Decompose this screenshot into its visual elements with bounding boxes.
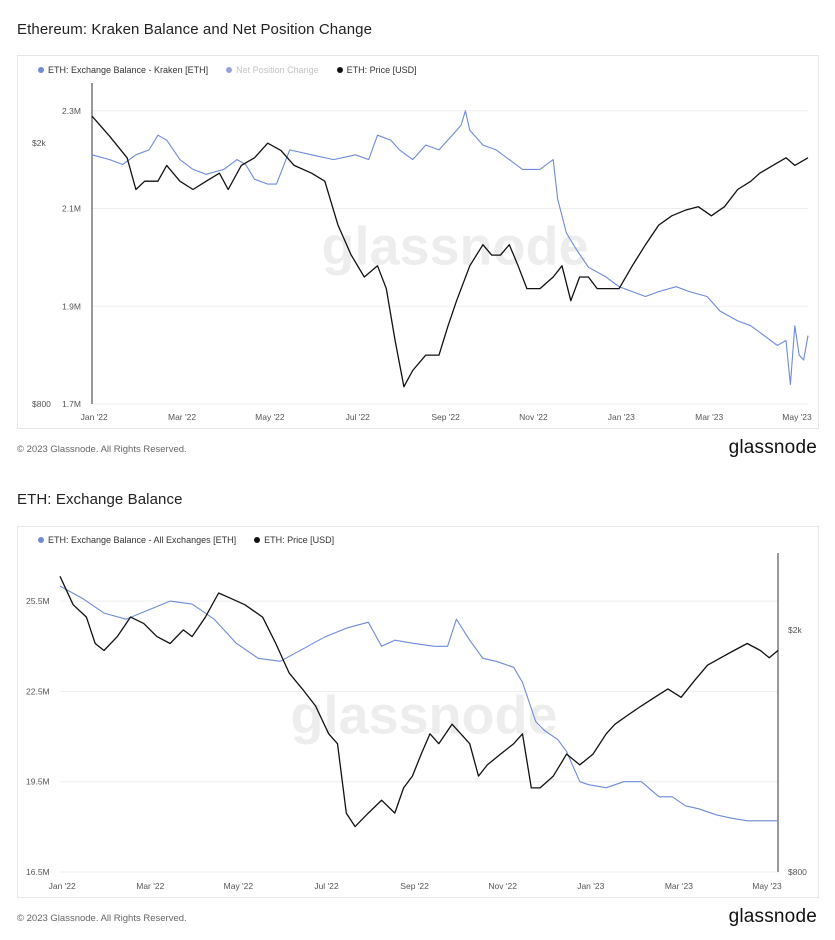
balance-series-line	[91, 110, 809, 386]
x-axis-tick-label: Jan '23	[608, 412, 635, 422]
x-axis-tick-label: Mar '22	[168, 412, 196, 422]
x-axis-tick-label: Nov '22	[519, 412, 548, 422]
x-axis-tick-label: Jan '23	[577, 881, 604, 891]
x-axis-tick-label: Jul '22	[314, 881, 339, 891]
legend-item-all-exchanges-balance[interactable]: ETH: Exchange Balance - All Exchanges [E…	[38, 535, 236, 545]
watermark: glassnode	[321, 217, 588, 277]
chart-2-plot: glassnode 25.5M 22.5M 19.5M 16.5M $2k $800 Jan …	[26, 553, 807, 891]
x-axis-tick-label: May '22	[255, 412, 285, 422]
left-axis-tick-label: 2.1M	[62, 204, 81, 214]
x-axis-tick-label: Mar '23	[665, 881, 693, 891]
x-axis-tick-label: May '23	[752, 881, 782, 891]
copyright-text-2: © 2023 Glassnode. All Rights Reserved.	[17, 913, 187, 924]
legend-item-kraken-balance[interactable]: ETH: Exchange Balance - Kraken [ETH]	[38, 65, 208, 75]
chart-2-legend: ETH: Exchange Balance - All Exchanges [E…	[38, 535, 334, 545]
price-axis-tick-label: $2k	[32, 138, 46, 148]
watermark: glassnode	[290, 686, 557, 746]
legend-dot-icon	[336, 67, 343, 73]
legend-label: ETH: Exchange Balance - All Exchanges [E…	[48, 535, 237, 545]
legend-item-eth-price[interactable]: ETH: Price [USD]	[254, 535, 334, 545]
chart-2-panel: ETH: Exchange Balance - All Exchanges [E…	[17, 526, 819, 898]
legend-label: ETH: Price [USD]	[346, 65, 417, 75]
price-series-line	[59, 576, 779, 828]
legend-dot-icon	[226, 67, 233, 73]
price-axis-tick-label: $2k	[788, 625, 802, 635]
left-axis-tick-label: 2.3M	[62, 106, 81, 116]
legend-dot-icon	[38, 537, 44, 543]
x-axis-tick-label: Sep '22	[400, 881, 429, 891]
left-axis-tick-label: 25.5M	[26, 596, 50, 606]
left-axis-tick-label: 19.5M	[26, 777, 50, 787]
x-axis-tick-label: Mar '23	[695, 412, 723, 422]
legend-item-eth-price[interactable]: ETH: Price [USD]	[336, 65, 417, 75]
left-axis-tick-label: 1.7M	[62, 399, 81, 409]
glassnode-logo-1: glassnode	[728, 437, 817, 458]
chart-1-panel: ETH: Exchange Balance - Kraken [ETH] Net…	[17, 55, 819, 429]
legend-item-net-position-change[interactable]: Net Position Change	[226, 65, 319, 75]
price-series-line	[91, 115, 809, 388]
legend-dot-icon	[38, 67, 44, 73]
legend-label: Net Position Change	[236, 65, 319, 75]
x-axis-tick-label: May '22	[224, 881, 254, 891]
legend-label: ETH: Price [USD]	[264, 535, 335, 545]
x-axis-tick-label: Jan '22	[49, 881, 76, 891]
balance-series-line	[59, 585, 778, 822]
x-axis-tick-label: May '23	[782, 412, 812, 422]
left-axis-tick-label: 16.5M	[26, 867, 50, 877]
left-axis-tick-label: 1.9M	[62, 301, 81, 311]
legend-dot-icon	[254, 537, 261, 543]
x-axis-tick-label: Jan '22	[81, 412, 108, 422]
x-axis-tick-label: Sep '22	[431, 412, 460, 422]
chart-2-title: ETH: Exchange Balance	[17, 491, 183, 508]
chart-1-legend: ETH: Exchange Balance - Kraken [ETH] Net…	[38, 65, 417, 75]
chart-1-title: Ethereum: Kraken Balance and Net Positio…	[17, 21, 373, 38]
price-axis-tick-label: $800	[32, 399, 51, 409]
legend-label: ETH: Exchange Balance - Kraken [ETH]	[48, 65, 209, 75]
x-axis-tick-label: Nov '22	[488, 881, 517, 891]
chart-1-plot: glassnode 2.3M 2.1M 1.9M 1.7M $2k $800 Jan '22 M…	[32, 83, 812, 422]
glassnode-logo-2: glassnode	[728, 906, 817, 927]
left-axis-tick-label: 22.5M	[26, 686, 50, 696]
price-axis-tick-label: $800	[788, 867, 807, 877]
copyright-text-1: © 2023 Glassnode. All Rights Reserved.	[17, 444, 187, 455]
x-axis-tick-label: Jul '22	[346, 412, 371, 422]
x-axis-tick-label: Mar '22	[136, 881, 164, 891]
